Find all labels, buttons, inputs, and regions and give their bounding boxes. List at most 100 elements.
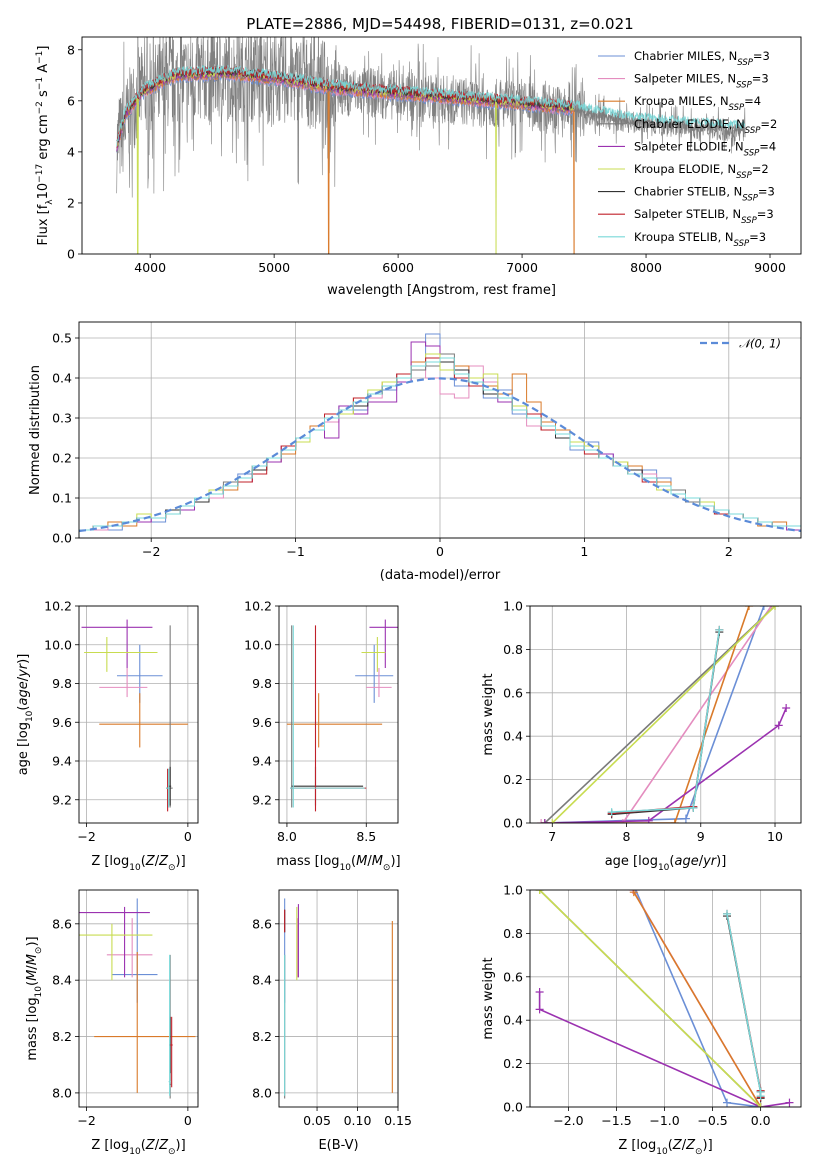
errorbar-point <box>291 625 367 812</box>
x-axis-label: E(B-V) <box>318 1138 358 1153</box>
y-tick-label: 8.4 <box>52 973 72 988</box>
legend-subscript: SSP <box>744 148 760 158</box>
legend: 𝒩(0, 1) <box>700 337 781 351</box>
y-tick-label: 6 <box>67 93 75 108</box>
label-part: M <box>25 954 40 965</box>
y-tick-label: 8 <box>67 42 75 57</box>
figure-title: PLATE=2886, MJD=54498, FIBERID=0131, z=0… <box>246 15 633 33</box>
plus-marker <box>681 814 690 823</box>
label-part: ⊙ <box>168 863 176 873</box>
label-part: Z <box>158 854 169 869</box>
plus-marker <box>771 606 780 610</box>
label-part: s <box>36 90 51 101</box>
x-axis-label: Z [log10(Z/Z⊙)] <box>618 1138 712 1157</box>
y-tick-label: 4 <box>67 144 75 159</box>
x-tick-label: 8000 <box>630 260 662 275</box>
errorbar-point <box>361 637 386 672</box>
mass-weight-line <box>633 891 762 1107</box>
label-part: ] <box>36 46 51 51</box>
legend-subscript: SSP <box>736 81 752 91</box>
x-axis-label: (data-model)/error <box>380 568 501 583</box>
y-tick-label: 10.0 <box>44 637 72 652</box>
label-part: ( <box>16 706 31 711</box>
label-part: ⊙ <box>695 1147 703 1157</box>
plot-area <box>284 898 393 1099</box>
errorbar-point <box>106 918 153 978</box>
panel-massweight_vs_age: 7 8 9 10 0.0 0.2 0.4 0.6 0.8 1.0 mass weight age [l… <box>481 599 802 873</box>
x-tick-label: 0 <box>436 544 444 559</box>
y-tick-label: 9.2 <box>252 792 272 807</box>
legend-text: =4 <box>744 94 761 108</box>
plot-area <box>79 898 196 1099</box>
y-tick-label: 9.6 <box>252 715 272 730</box>
label-part: 10 <box>34 986 44 998</box>
legend-entry: Chabrier STELIB, NSSP=3 <box>634 185 775 204</box>
legend-text: =3 <box>752 72 769 86</box>
x-axis-label: Z [log10(Z/Z⊙)] <box>91 854 185 873</box>
x-tick-label: 8.0 <box>277 829 297 844</box>
y-tick-label: 1.0 <box>503 883 523 898</box>
mass-weight-line <box>538 992 790 1107</box>
mass-weight-line <box>544 606 776 823</box>
legend-text: =2 <box>760 117 777 131</box>
x-tick-label: 10 <box>767 829 783 844</box>
label-part: )] <box>176 1138 186 1153</box>
label-part: / <box>367 854 372 869</box>
legend-entry: 𝒩(0, 1) <box>739 337 781 351</box>
label-part: / <box>155 854 160 869</box>
plus-marker <box>670 819 679 823</box>
x-tick-label: 8 <box>623 829 631 844</box>
y-tick-label: 0.4 <box>52 371 72 386</box>
panel-residuals: −2 −1 0 1 2 0.0 0.1 0.2 0.3 0.4 0.5 (data-model)/er… <box>28 321 802 583</box>
label-part: Z [log <box>91 854 129 869</box>
y-tick-label: 2 <box>67 195 75 210</box>
y-tick-label: 0.2 <box>52 451 72 466</box>
y-axis-label: mass weight <box>481 673 496 755</box>
errorbar-point <box>94 952 196 1093</box>
label-part: ( <box>25 981 40 986</box>
label-part: Z <box>672 1138 683 1153</box>
y-tick-label: 0.2 <box>503 772 523 787</box>
label-part: yr <box>702 854 718 869</box>
y-tick-label: 8.2 <box>252 1029 272 1044</box>
legend-text: =3 <box>749 230 766 244</box>
y-tick-label: 0.6 <box>503 685 523 700</box>
label-part: age <box>16 681 31 705</box>
plot-area <box>81 619 188 812</box>
legend-text: Chabrier MILES, N <box>634 49 737 63</box>
x-tick-label: −2 <box>77 829 95 844</box>
legend-entry: Kroupa ELODIE, NSSP=2 <box>634 162 769 181</box>
label-part: Z <box>145 1138 156 1153</box>
label-part: age [log <box>605 854 658 869</box>
label-part: ⊙ <box>168 1147 176 1157</box>
label-part: erg cm <box>36 114 51 163</box>
legend-text: =2 <box>752 162 769 176</box>
x-tick-label: 9 <box>697 829 705 844</box>
label-part: ( <box>351 854 356 869</box>
y-tick-label: 9.2 <box>52 792 72 807</box>
y-tick-label: 8.0 <box>252 1085 272 1100</box>
plus-marker <box>618 819 627 823</box>
x-tick-label: −1.5 <box>601 1113 631 1128</box>
legend-entry: Kroupa STELIB, NSSP=3 <box>634 230 766 249</box>
label-part: −2 <box>35 101 45 114</box>
y-tick-label: 0.4 <box>503 729 523 744</box>
plus-marker <box>644 816 653 823</box>
label-part: −1 <box>35 77 45 90</box>
y-tick-label: 9.8 <box>52 676 72 691</box>
legend-text: =3 <box>757 207 774 221</box>
errorbar-point <box>369 619 398 668</box>
y-tick-label: 0 <box>67 247 75 262</box>
histogram-step <box>79 357 801 538</box>
legend-text: Salpeter MILES, N <box>634 72 736 86</box>
label-part: )] <box>25 936 40 946</box>
y-tick-label: 8.0 <box>52 1085 72 1100</box>
plus-marker <box>535 987 544 996</box>
errorbar-point <box>81 619 153 668</box>
mass-weight-line <box>539 890 762 1107</box>
x-tick-label: −2.0 <box>553 1113 583 1128</box>
label-part: ⊙ <box>383 863 391 873</box>
label-part: ( <box>141 854 146 869</box>
